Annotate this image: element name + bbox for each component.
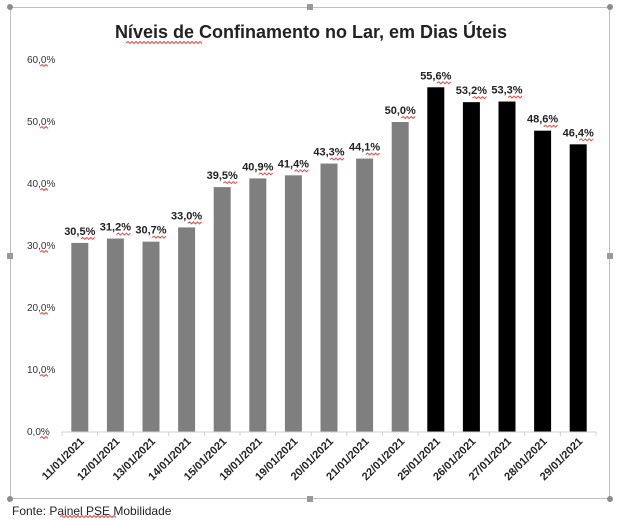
spellcheck-underline (578, 138, 594, 142)
spellcheck-underline (187, 221, 202, 225)
data-label: 46,4% (563, 127, 594, 139)
bar-series: 30,5% 31,2% 30,7% 33,0% 39,5% 40,9% 41,4% 43,3%… (64, 70, 594, 433)
y-tick-label: 30,0% (27, 241, 55, 252)
data-label: 53,2% (456, 85, 487, 97)
data-label: 50,0% (385, 105, 416, 117)
bar[interactable] (498, 101, 516, 432)
data-label: 55,6% (420, 70, 451, 82)
bar[interactable] (320, 163, 338, 433)
spellcheck-underline (125, 40, 203, 45)
spellcheck-underline (80, 236, 96, 241)
spellcheck-underline (436, 81, 452, 85)
data-label: 53,3% (491, 85, 522, 97)
bar[interactable] (178, 227, 196, 432)
data-label: 40,9% (242, 161, 273, 173)
resize-handle-top-left[interactable] (7, 4, 13, 10)
resize-handle-top-center[interactable] (307, 4, 313, 10)
spellcheck-underline (59, 514, 117, 519)
data-label: 33,0% (171, 210, 202, 222)
spellcheck-underline (365, 152, 380, 156)
x-axis: 11/01/202112/01/202113/01/202114/01/2021… (40, 431, 597, 483)
bar[interactable] (569, 144, 587, 432)
spellcheck-underline (39, 249, 49, 254)
spellcheck-underline (543, 124, 558, 128)
y-tick-label: 40,0% (27, 179, 55, 190)
spellcheck-underline (39, 373, 49, 378)
resize-handle-middle-left[interactable] (7, 253, 13, 259)
spellcheck-underline (294, 169, 309, 173)
bar[interactable] (213, 187, 231, 432)
data-label: 39,5% (207, 170, 238, 182)
bar[interactable] (534, 130, 552, 432)
resize-handle-bottom-right[interactable] (607, 496, 613, 502)
bar[interactable] (71, 242, 89, 432)
spellcheck-underline (39, 311, 49, 316)
y-axis: 0,0% 10,0% 20,0% 30,0% 40,0% 50,0% 60,0% (27, 55, 55, 440)
source-note: Fonte: Painel PSE Mobilidade (12, 504, 172, 518)
spellcheck-underline (39, 187, 49, 192)
spellcheck-underline (472, 95, 487, 100)
spellcheck-underline (39, 63, 49, 68)
spellcheck-underline (39, 435, 49, 440)
y-tick-label: 50,0% (27, 117, 55, 128)
bar[interactable] (249, 178, 267, 432)
y-tick-label: 10,0% (27, 365, 55, 376)
bar[interactable] (391, 122, 409, 432)
data-label: 43,3% (313, 147, 344, 159)
bar[interactable] (142, 241, 160, 432)
spellcheck-underline (329, 157, 345, 161)
spellcheck-underline (151, 235, 167, 239)
resize-handle-bottom-center[interactable] (307, 496, 313, 502)
bar[interactable] (106, 238, 124, 432)
resize-handle-bottom-left[interactable] (7, 496, 13, 502)
data-label: 48,6% (527, 114, 558, 126)
bar[interactable] (356, 158, 374, 432)
chart-title: Níveis de Confinamento no Lar, em Dias Ú… (115, 21, 507, 42)
data-label: 30,7% (135, 225, 166, 237)
resize-handle-middle-right[interactable] (607, 253, 613, 259)
spellcheck-underline (39, 125, 49, 130)
data-label: 44,1% (349, 142, 380, 154)
y-tick-label: 60,0% (27, 55, 55, 66)
bar[interactable] (284, 175, 302, 432)
data-label: 30,5% (64, 226, 95, 238)
y-tick-label: 0,0% (27, 427, 50, 438)
bar[interactable] (427, 87, 445, 432)
data-label: 31,2% (100, 222, 131, 234)
spellcheck-underline (258, 172, 274, 176)
spellcheck-underline (507, 95, 523, 99)
spellcheck-underline (400, 115, 416, 120)
spellcheck-underline (222, 180, 238, 185)
resize-handle-top-right[interactable] (607, 4, 613, 10)
bar[interactable] (462, 102, 480, 432)
spellcheck-underline (116, 232, 131, 236)
y-tick-label: 20,0% (27, 303, 55, 314)
data-label: 41,4% (278, 158, 309, 170)
